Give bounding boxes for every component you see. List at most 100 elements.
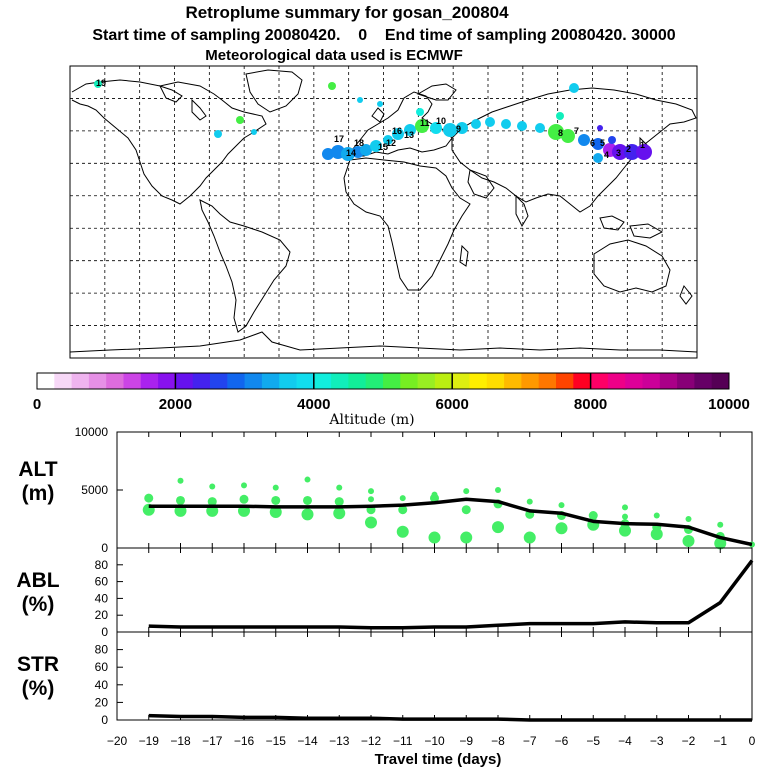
colorbar-cell	[556, 373, 574, 389]
plume-day-label: 8	[558, 128, 563, 138]
str-panel-label: STR	[17, 653, 59, 676]
plume-dot	[624, 144, 640, 160]
colorbar-tick-label: 8000	[574, 396, 607, 413]
plume-dot	[360, 144, 372, 156]
plume-day-label: 15	[378, 142, 388, 152]
plume-dot	[341, 147, 355, 161]
plume-dot	[485, 117, 495, 127]
plume-dot	[404, 124, 416, 136]
colorbar-cell	[573, 373, 592, 389]
altitude-scatter-point	[461, 505, 471, 515]
str-panel: 0 20 40 60 80	[95, 631, 753, 727]
x-tick-label: −5	[586, 734, 600, 748]
alt-panel-label: ALT	[18, 458, 57, 481]
plume-day-label: 7	[574, 126, 579, 136]
altitude-scatter-point	[271, 495, 281, 505]
x-tick-label: −7	[523, 734, 537, 748]
str-panel-unit: (%)	[22, 677, 55, 700]
y-tick-label: 0	[101, 713, 108, 727]
colorbar-cell	[400, 373, 419, 389]
altitude-scatter-point	[588, 511, 598, 521]
y-tick-label: 20	[95, 695, 109, 709]
colorbar-cell	[590, 373, 609, 389]
altitude-scatter-point	[333, 507, 346, 520]
colorbar-cell	[54, 373, 73, 389]
colorbar-cell	[521, 373, 540, 389]
y-tick-label: 20	[95, 608, 109, 622]
altitude-scatter-point	[431, 491, 438, 498]
altitude-scatter-point	[396, 525, 409, 538]
plume-day-label: 6	[590, 138, 595, 148]
x-tick-label: −10	[424, 734, 445, 748]
plume-dot	[94, 80, 102, 88]
colorbar-cell	[140, 373, 159, 389]
y-tick-label: 0	[101, 541, 108, 555]
plume-day-label: 4	[604, 150, 609, 160]
altitude-scatter-point	[717, 521, 724, 528]
colorbar-tick-label: 0	[33, 396, 41, 413]
altitude-scatter-point	[301, 508, 314, 521]
altitude-colorbar: 0 2000 4000 6000 8000 10000 Altitude (m)	[33, 372, 750, 428]
colorbar-cell	[210, 373, 228, 389]
alt-panel: 0 5000 10000	[75, 425, 755, 555]
altitude-scatter-point	[622, 513, 628, 520]
x-tick-label: −15	[266, 734, 287, 748]
colorbar-cell	[296, 373, 315, 389]
x-tick-label: −20	[107, 734, 128, 748]
plume-day-label: 16	[392, 126, 402, 136]
plume-dot	[593, 153, 603, 163]
y-tick-label: 60	[95, 575, 109, 589]
x-tick-label: −19	[139, 734, 160, 748]
plume-dot	[501, 119, 511, 129]
colorbar-cell	[694, 373, 713, 389]
x-tick-label: −12	[361, 734, 382, 748]
altitude-scatter-point	[398, 505, 408, 515]
x-tick-label: −16	[234, 734, 255, 748]
plume-day-label: 10	[436, 116, 446, 126]
colorbar-tick-label: 10000	[708, 396, 750, 413]
alt-panel-unit: (m)	[22, 482, 55, 505]
colorbar-cell	[607, 373, 626, 389]
altitude-scatter-point	[428, 531, 441, 544]
plume-dot	[569, 83, 579, 93]
colorbar-cell	[711, 373, 730, 389]
plume-dot	[416, 108, 424, 116]
str-frame	[116, 631, 753, 721]
altitude-scatter-point	[653, 512, 660, 519]
altitude-scatter-point	[523, 531, 536, 544]
plume-dot	[597, 125, 603, 131]
plume-day-label: 19	[96, 78, 106, 88]
plume-dot	[456, 122, 468, 134]
colorbar-cell	[261, 373, 280, 389]
plume-dot	[430, 122, 442, 134]
plume-dot	[328, 82, 336, 90]
travel-time-axis: −20 −19 −18 −17 −16 −15 −14 −13 −12 −11 −10 −9 −8 −7−…	[107, 734, 756, 748]
colorbar-cell	[677, 373, 695, 389]
plume-dot	[214, 130, 222, 138]
altitude-scatter-point	[272, 484, 279, 491]
altitude-scatter-point	[334, 497, 344, 507]
altitude-scatter-point	[176, 495, 185, 505]
abl-series-line	[148, 559, 754, 630]
altitude-scatter-point	[495, 487, 501, 493]
plume-day-label: 5	[600, 138, 605, 148]
colorbar-cell	[625, 373, 643, 389]
str-series-line	[148, 713, 752, 722]
altitude-scatter-point	[209, 483, 216, 490]
x-tick-label: −6	[555, 734, 569, 748]
colorbar-cell	[192, 373, 211, 389]
colorbar-cell	[434, 373, 453, 389]
meteorological-data-line: Meteorological data used is ECMWF	[205, 47, 463, 64]
colorbar-cell	[642, 373, 661, 389]
altitude-scatter-point	[650, 528, 663, 541]
x-axis-label: Travel time (days)	[375, 751, 502, 768]
colorbar-cell	[279, 373, 297, 389]
altitude-scatter-point	[303, 495, 312, 505]
colorbar-cell	[158, 373, 176, 389]
plume-dot	[443, 123, 457, 137]
plume-dot	[392, 128, 404, 140]
altitude-scatter-point	[685, 516, 692, 522]
abl-panel: 0 20 40 60 80	[95, 547, 754, 639]
colorbar-cell	[486, 373, 505, 389]
colorbar-cell	[331, 373, 349, 389]
